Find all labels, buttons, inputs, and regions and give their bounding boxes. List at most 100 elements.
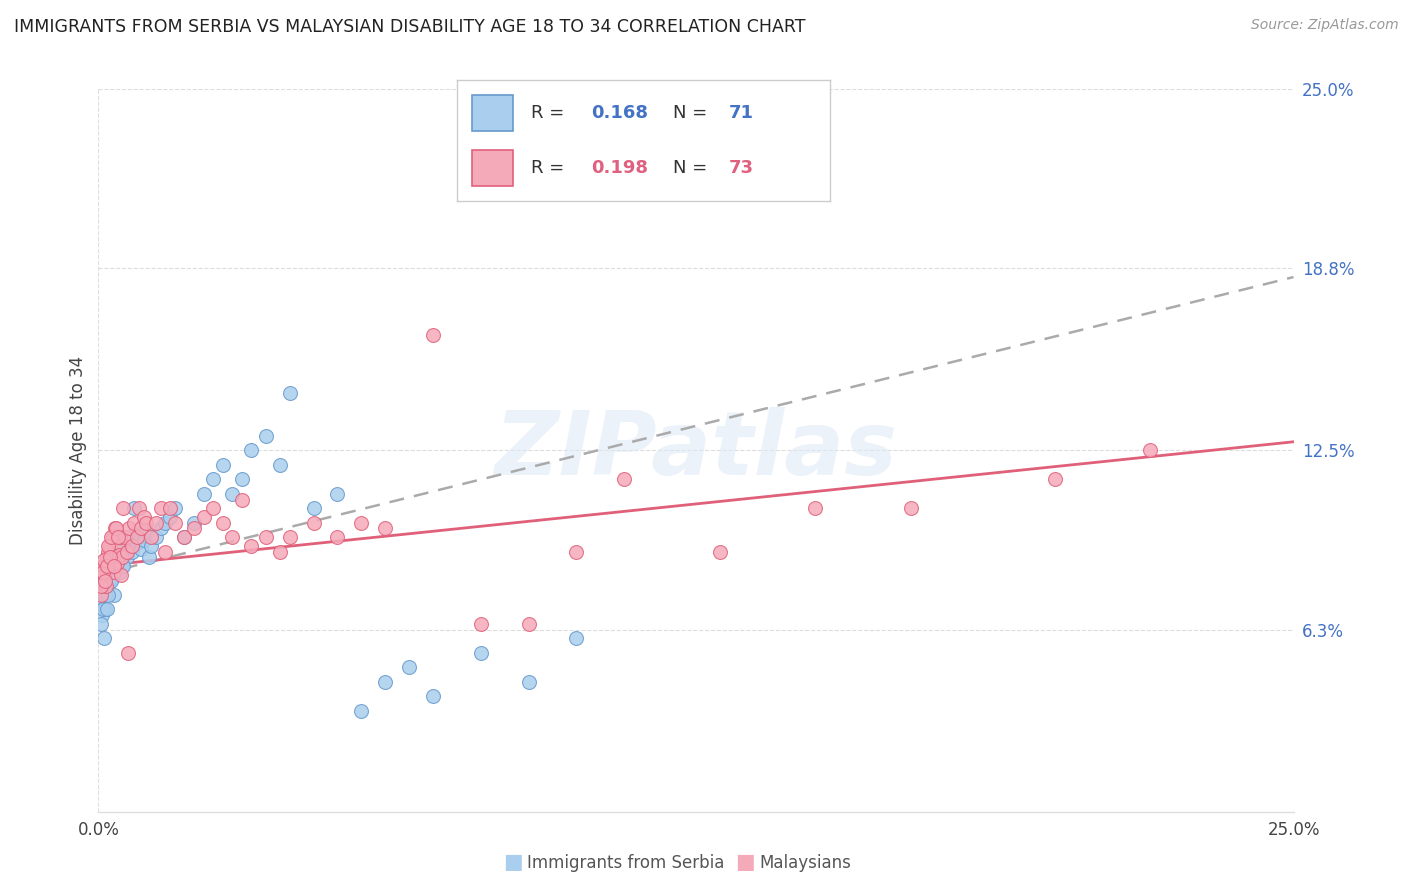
Point — [155, 516, 177, 530]
Point — [422, 327, 444, 342]
Point — [90, 616, 112, 631]
Point — [96, 550, 118, 565]
Point — [193, 510, 215, 524]
Point — [240, 539, 263, 553]
Point — [90, 588, 112, 602]
Text: 71: 71 — [728, 103, 754, 122]
Point — [101, 550, 124, 565]
Text: N =: N = — [673, 159, 713, 178]
Point — [1043, 472, 1066, 486]
Point — [108, 565, 131, 579]
Point — [105, 562, 128, 576]
Point — [104, 559, 127, 574]
Point — [193, 487, 215, 501]
Point — [107, 553, 129, 567]
Point — [91, 559, 114, 574]
Point — [183, 516, 205, 530]
Y-axis label: Disability Age 18 to 34: Disability Age 18 to 34 — [69, 356, 87, 545]
Point — [103, 588, 125, 602]
Point — [900, 501, 922, 516]
Point — [96, 559, 118, 574]
Point — [517, 674, 540, 689]
Point — [103, 544, 125, 558]
Point — [90, 579, 112, 593]
Point — [108, 530, 131, 544]
Point — [613, 472, 636, 486]
Point — [159, 510, 181, 524]
Point — [94, 588, 117, 602]
Point — [163, 501, 186, 516]
Point — [121, 539, 143, 553]
Point — [101, 571, 124, 585]
Point — [98, 539, 122, 553]
Point — [96, 559, 118, 574]
Point — [91, 588, 114, 602]
Point — [103, 565, 125, 579]
Point — [97, 565, 120, 579]
Point — [104, 521, 127, 535]
Point — [90, 597, 112, 611]
Point — [302, 501, 325, 516]
Point — [117, 646, 139, 660]
Point — [107, 530, 129, 544]
Point — [269, 544, 291, 558]
Point — [97, 559, 120, 574]
Text: ■: ■ — [503, 853, 523, 872]
Point — [100, 574, 122, 588]
Point — [112, 501, 135, 516]
Point — [135, 524, 157, 539]
Text: 0.198: 0.198 — [591, 159, 648, 178]
Point — [132, 533, 155, 547]
Point — [110, 548, 132, 562]
Point — [98, 556, 122, 570]
Point — [139, 539, 162, 553]
Point — [97, 576, 120, 591]
Point — [111, 559, 134, 574]
Point — [96, 574, 118, 588]
Point — [149, 501, 172, 516]
Point — [278, 530, 301, 544]
Point — [398, 660, 420, 674]
Point — [94, 567, 117, 582]
Point — [104, 521, 127, 535]
Point — [93, 574, 115, 588]
Point — [422, 689, 444, 703]
Point — [326, 487, 349, 501]
Point — [112, 559, 135, 574]
Point — [139, 530, 162, 544]
Point — [115, 544, 138, 558]
Point — [97, 588, 120, 602]
Point — [98, 550, 121, 565]
Point — [517, 616, 540, 631]
Point — [709, 544, 731, 558]
Point — [111, 550, 134, 565]
Point — [114, 530, 136, 544]
Point — [221, 530, 243, 544]
Point — [103, 559, 125, 574]
Point — [132, 510, 155, 524]
Point — [108, 544, 131, 558]
Point — [98, 559, 121, 574]
Text: Immigrants from Serbia: Immigrants from Serbia — [527, 855, 724, 872]
Point — [128, 501, 150, 516]
Point — [110, 567, 132, 582]
Text: R =: R = — [531, 103, 571, 122]
Point — [101, 530, 124, 544]
Point — [145, 530, 167, 544]
Text: R =: R = — [531, 159, 571, 178]
Text: 0.168: 0.168 — [591, 103, 648, 122]
Point — [104, 544, 127, 558]
Point — [107, 536, 129, 550]
Point — [254, 530, 277, 544]
Point — [131, 521, 153, 535]
Point — [1139, 443, 1161, 458]
Point — [97, 539, 120, 553]
Text: N =: N = — [673, 103, 713, 122]
Point — [565, 632, 588, 646]
Point — [374, 521, 396, 535]
Point — [211, 458, 233, 472]
Point — [278, 385, 301, 400]
Text: IMMIGRANTS FROM SERBIA VS MALAYSIAN DISABILITY AGE 18 TO 34 CORRELATION CHART: IMMIGRANTS FROM SERBIA VS MALAYSIAN DISA… — [14, 18, 806, 36]
Point — [93, 553, 115, 567]
FancyBboxPatch shape — [472, 150, 513, 186]
